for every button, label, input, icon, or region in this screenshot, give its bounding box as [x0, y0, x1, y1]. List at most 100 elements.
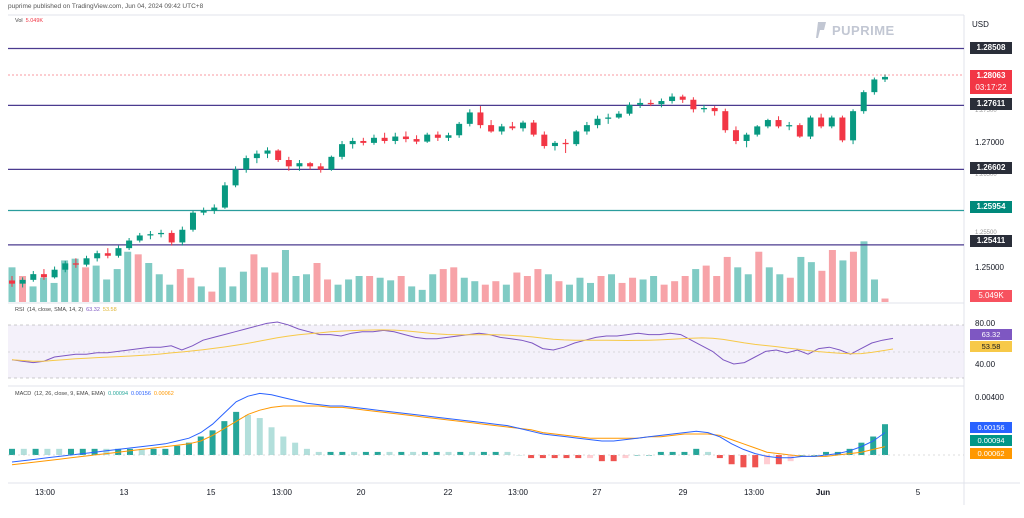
macd-histogram-bar [634, 455, 641, 456]
volume-bar [366, 276, 374, 302]
volume-bar [608, 274, 616, 302]
macd-histogram-bar [56, 448, 63, 455]
volume-bar [734, 267, 742, 302]
volume-bar [765, 267, 773, 302]
volume-bar [29, 286, 37, 302]
time-tick-2: 13 [119, 488, 129, 497]
candle-body [828, 117, 835, 127]
macd-histogram-bar [9, 448, 15, 455]
candle-body [509, 126, 516, 129]
macd-histogram-bar [799, 455, 806, 456]
time-tick-9: 29 [678, 488, 688, 497]
currency-label[interactable]: USD [972, 20, 989, 29]
volume-bar [460, 277, 468, 302]
macd-histogram-bar [280, 436, 287, 455]
candle-body [158, 232, 165, 235]
volume-bar [565, 284, 573, 302]
candle-body [871, 79, 878, 93]
macd-histogram-bar [870, 436, 877, 455]
macd-histogram-bar [622, 455, 629, 459]
candle-body [360, 140, 367, 143]
price-tick-partial-2: 1.26500 [975, 172, 997, 178]
macd-histogram-bar [209, 430, 216, 455]
rsi-legend-sma: 53.58 [102, 307, 117, 313]
volume-legend: Vol 5.049K [12, 18, 43, 24]
macd-badge: 0.00156 [970, 422, 1012, 433]
volume-bar [618, 282, 626, 302]
rsi-lines [11, 321, 894, 365]
macd-histogram-bar [705, 451, 712, 455]
volume-bar [807, 262, 815, 302]
candle-body [264, 150, 271, 154]
volume-bar [870, 279, 878, 302]
candle-body [498, 126, 505, 132]
candle-body [605, 117, 612, 119]
candle-body [285, 160, 292, 167]
macd-histogram-bar [846, 448, 853, 455]
volume-bar [281, 250, 289, 302]
candle-body [456, 123, 463, 136]
rsi-sma-badge: 53.58 [970, 341, 1012, 352]
macd-legend-params: (12, 26, close, 9, EMA, EMA) [34, 391, 106, 397]
macd-histogram-bar [79, 448, 86, 455]
macd-histogram-bar [551, 455, 558, 459]
countdown-badge: 03:17:22 [970, 82, 1012, 94]
volume-bar [218, 267, 226, 302]
volume-bar [786, 277, 794, 302]
macd-histogram-bar [386, 451, 393, 455]
candle-body [424, 134, 431, 142]
volume-bar [671, 281, 679, 302]
level-badge-3: 1.26602 [970, 162, 1012, 174]
volume-bar [450, 267, 458, 302]
candle-body [764, 120, 771, 127]
candle-body [839, 117, 846, 141]
macd-histogram-bar [32, 448, 39, 455]
candle-body [647, 102, 654, 105]
macd-histogram-bar [563, 455, 570, 459]
macd-histogram-bar [539, 455, 546, 459]
volume-bar [723, 256, 731, 302]
volume-bar [860, 241, 868, 302]
time-tick-7: 13:00 [507, 488, 529, 497]
macd-histogram-bar [716, 455, 723, 459]
volume-bar [492, 281, 500, 302]
macd-histogram-bar [20, 448, 27, 455]
candle-body [626, 104, 633, 114]
candle-body [370, 137, 377, 143]
candle-body [477, 112, 484, 126]
macd-histogram-bar [303, 448, 310, 455]
time-tick-12: 5 [915, 488, 921, 497]
volume-bar [61, 260, 69, 302]
volume-bar [481, 284, 489, 302]
volume-bar [713, 276, 721, 302]
volume-bar [40, 277, 48, 302]
time-tick-10: 13:00 [743, 488, 765, 497]
macd-histogram-bar [492, 451, 499, 455]
candle-body [72, 263, 79, 265]
candle-body [573, 131, 580, 145]
macd-histogram-bar [775, 455, 782, 465]
current-price-badge: 1.28063 [970, 70, 1012, 82]
volume-bar [534, 269, 542, 302]
candle-body [253, 153, 260, 159]
volume-bar [418, 289, 426, 302]
volume-bar [355, 276, 363, 302]
macd-lines [9, 392, 888, 468]
macd-histogram-bar [44, 448, 51, 455]
volume-bar [239, 271, 247, 302]
volume-bar [639, 279, 647, 302]
candle-body [637, 102, 644, 105]
macd-histogram-bar [292, 442, 299, 455]
volume-bar [82, 267, 90, 302]
macd-histogram-bar [598, 455, 605, 462]
volume-bar [113, 269, 121, 302]
candle-body [83, 258, 90, 265]
macd-histogram-bar [457, 451, 464, 455]
volume-bar [313, 263, 321, 302]
time-tick-8: 27 [592, 488, 602, 497]
level-badge-4: 1.25954 [970, 201, 1012, 213]
candle-body [488, 125, 495, 132]
candle-body [62, 263, 69, 270]
volume-bar [292, 276, 300, 302]
